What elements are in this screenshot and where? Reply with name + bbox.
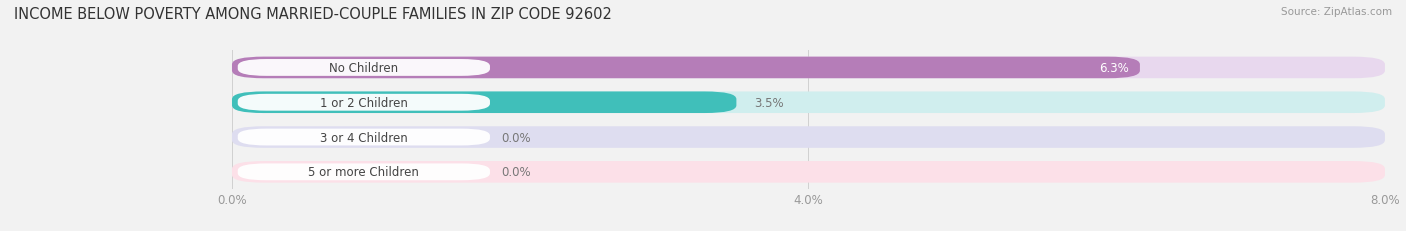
Text: 0.0%: 0.0% xyxy=(502,131,531,144)
Text: 5 or more Children: 5 or more Children xyxy=(308,166,419,179)
FancyBboxPatch shape xyxy=(232,57,1385,79)
FancyBboxPatch shape xyxy=(238,164,489,180)
Text: 3.5%: 3.5% xyxy=(754,96,783,109)
Text: INCOME BELOW POVERTY AMONG MARRIED-COUPLE FAMILIES IN ZIP CODE 92602: INCOME BELOW POVERTY AMONG MARRIED-COUPL… xyxy=(14,7,612,22)
FancyBboxPatch shape xyxy=(232,161,1385,183)
FancyBboxPatch shape xyxy=(238,94,489,111)
Text: 6.3%: 6.3% xyxy=(1098,62,1129,75)
FancyBboxPatch shape xyxy=(232,92,1385,113)
FancyBboxPatch shape xyxy=(232,127,1385,148)
Text: Source: ZipAtlas.com: Source: ZipAtlas.com xyxy=(1281,7,1392,17)
Text: 0.0%: 0.0% xyxy=(502,166,531,179)
FancyBboxPatch shape xyxy=(238,129,489,146)
Text: No Children: No Children xyxy=(329,62,398,75)
Text: 1 or 2 Children: 1 or 2 Children xyxy=(321,96,408,109)
Text: 3 or 4 Children: 3 or 4 Children xyxy=(321,131,408,144)
FancyBboxPatch shape xyxy=(232,57,1140,79)
FancyBboxPatch shape xyxy=(232,92,737,113)
FancyBboxPatch shape xyxy=(238,60,489,76)
